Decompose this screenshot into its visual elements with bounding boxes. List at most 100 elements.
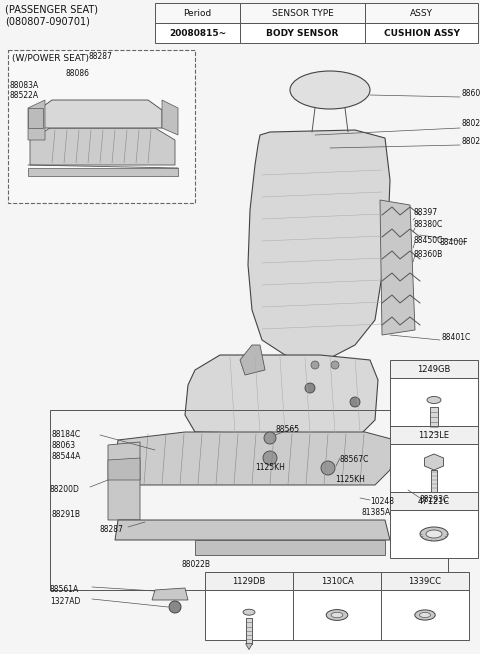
Text: 88544A: 88544A [52, 452, 82, 461]
Circle shape [264, 432, 276, 444]
Text: (080807-090701): (080807-090701) [5, 17, 90, 27]
Bar [50, 410, 448, 590]
Text: 10248: 10248 [370, 497, 394, 506]
Text: 88287: 88287 [88, 52, 112, 61]
Circle shape [350, 397, 360, 407]
Text: 88184C: 88184C [52, 430, 81, 439]
Ellipse shape [326, 610, 348, 621]
Bar [293, 590, 381, 640]
Text: 88401C: 88401C [442, 332, 471, 341]
Text: 88400F: 88400F [440, 238, 468, 247]
Ellipse shape [331, 612, 343, 617]
Bar [246, 618, 252, 644]
Text: 88600A: 88600A [462, 88, 480, 97]
Text: 1249GB: 1249GB [417, 364, 451, 373]
Polygon shape [108, 442, 140, 520]
Circle shape [169, 601, 181, 613]
Text: 88200D: 88200D [50, 485, 80, 494]
Circle shape [331, 361, 339, 369]
Text: CUSHION ASSY: CUSHION ASSY [384, 29, 459, 37]
Text: (PASSENGER SEAT): (PASSENGER SEAT) [5, 5, 98, 15]
Bar [365, 23, 478, 43]
Circle shape [311, 361, 319, 369]
Bar [390, 444, 478, 492]
Bar [390, 426, 478, 444]
Text: 1125KH: 1125KH [335, 475, 365, 484]
Bar [240, 23, 365, 43]
Text: (W/POWER SEAT): (W/POWER SEAT) [12, 54, 89, 63]
Text: 88022B: 88022B [181, 560, 211, 569]
Ellipse shape [243, 610, 255, 615]
Bar [205, 590, 293, 640]
Text: 88561A: 88561A [50, 585, 79, 594]
Bar [365, 3, 478, 23]
Text: 88063: 88063 [52, 441, 76, 450]
Text: 88021: 88021 [462, 120, 480, 128]
Bar [205, 572, 293, 590]
Polygon shape [430, 437, 438, 444]
Text: 88565: 88565 [275, 425, 299, 434]
Text: 88291B: 88291B [52, 510, 81, 519]
Text: 88086: 88086 [65, 69, 89, 78]
Polygon shape [38, 100, 162, 128]
Polygon shape [162, 100, 178, 135]
Text: 88397: 88397 [413, 208, 437, 217]
Ellipse shape [415, 610, 435, 620]
Ellipse shape [290, 71, 370, 109]
Polygon shape [185, 355, 378, 435]
Text: 88022: 88022 [462, 137, 480, 145]
Ellipse shape [426, 530, 442, 538]
Polygon shape [424, 454, 444, 470]
Bar [8, 50, 195, 203]
Circle shape [321, 461, 335, 475]
Text: 1310CA: 1310CA [321, 576, 353, 585]
Polygon shape [240, 345, 265, 375]
Bar [28, 108, 43, 128]
Bar [28, 168, 178, 176]
Polygon shape [30, 128, 175, 165]
Bar [155, 23, 240, 43]
Bar [381, 572, 469, 590]
Text: 1125KH: 1125KH [255, 463, 285, 472]
Polygon shape [108, 458, 140, 480]
Text: SENSOR TYPE: SENSOR TYPE [272, 9, 334, 18]
Circle shape [305, 383, 315, 393]
Text: 88450C: 88450C [413, 236, 443, 245]
Ellipse shape [420, 527, 448, 541]
Bar [293, 572, 381, 590]
Polygon shape [115, 432, 395, 485]
Text: 88360B: 88360B [413, 250, 442, 259]
Text: 88380C: 88380C [413, 220, 442, 229]
Text: 81385A: 81385A [362, 508, 391, 517]
Bar [240, 3, 365, 23]
Bar [431, 470, 437, 492]
Polygon shape [248, 130, 390, 360]
Bar [390, 510, 478, 558]
Bar [430, 407, 438, 437]
Circle shape [263, 451, 277, 465]
Bar [390, 492, 478, 510]
Bar [390, 378, 478, 426]
Text: 1123LE: 1123LE [419, 430, 449, 439]
Polygon shape [395, 445, 435, 485]
Polygon shape [28, 100, 45, 140]
Text: 1339CC: 1339CC [408, 576, 442, 585]
Text: 88293C: 88293C [420, 495, 449, 504]
Text: 1129DB: 1129DB [232, 576, 266, 585]
Text: 88567C: 88567C [340, 455, 370, 464]
Bar [155, 3, 240, 23]
Text: 20080815~: 20080815~ [169, 29, 226, 37]
Ellipse shape [427, 396, 441, 404]
Text: 88287: 88287 [100, 525, 124, 534]
Bar [390, 360, 478, 378]
Polygon shape [246, 644, 252, 649]
Text: 1327AD: 1327AD [50, 597, 80, 606]
Polygon shape [115, 520, 390, 540]
Ellipse shape [420, 612, 431, 617]
Polygon shape [195, 540, 385, 555]
Polygon shape [152, 588, 188, 600]
Text: ASSY: ASSY [410, 9, 433, 18]
Text: 88083A: 88083A [10, 81, 39, 90]
Text: 88522A: 88522A [10, 91, 39, 100]
Text: BODY SENSOR: BODY SENSOR [266, 29, 339, 37]
